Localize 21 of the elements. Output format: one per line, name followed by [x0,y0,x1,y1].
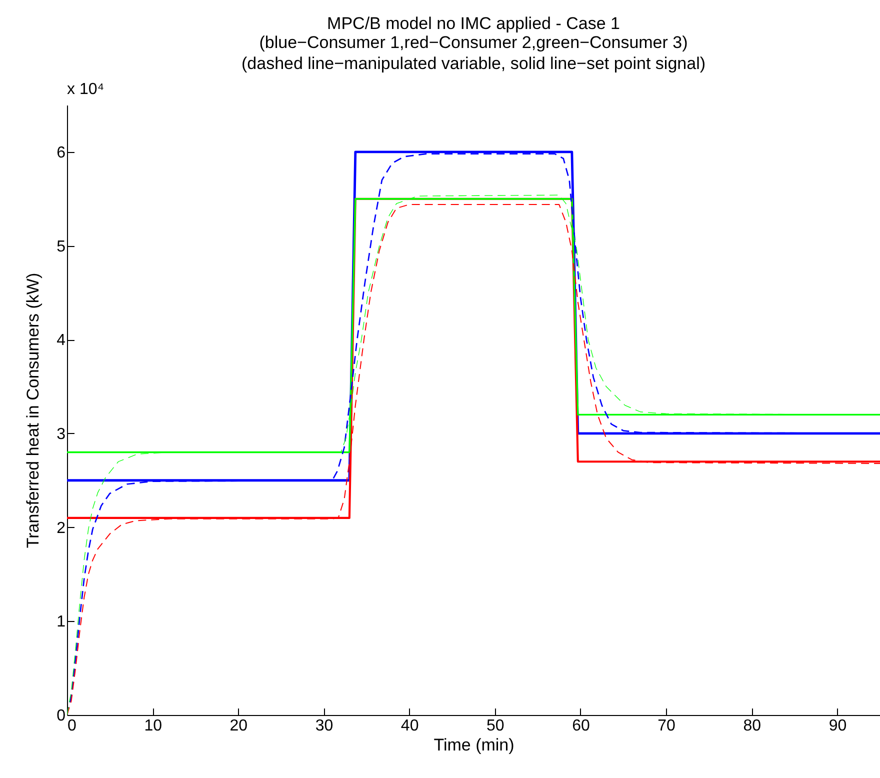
y-tick-label: 6 [56,144,66,162]
x-tick-label: 40 [400,718,419,734]
y-axis-title: Transferred heat in Consumers (kW) [24,272,43,548]
x-tick-label: 0 [68,718,76,734]
x-axis-title: Time (min) [434,736,514,754]
text: x 10⁴ [67,81,104,98]
y-tick-label: 5 [56,238,66,256]
y-tick-label: 2 [56,520,66,537]
chart-subtitle: (blue−Consumer 1,red−Consumer 2,green−Consumer 3) (dashed line−manipulated variable, solid line−set point signal) [241,33,706,73]
x-tick-label: 10 [144,718,162,734]
y-tick-label: 4 [56,332,66,350]
x-tick-label: 50 [486,718,504,734]
x-tick-label: 90 [828,718,847,734]
x-tick-label: 60 [572,718,590,734]
x-tick-label: 80 [743,718,762,734]
y-tick-label: 3 [56,426,66,443]
y-tick-label: 1 [56,614,66,631]
x-tick-label: 30 [315,718,334,734]
chart-title: MPC/B model no IMC applied - Case 1 [327,14,620,33]
x-tick-label: 70 [658,718,676,734]
x-tick-label: 20 [230,718,248,734]
